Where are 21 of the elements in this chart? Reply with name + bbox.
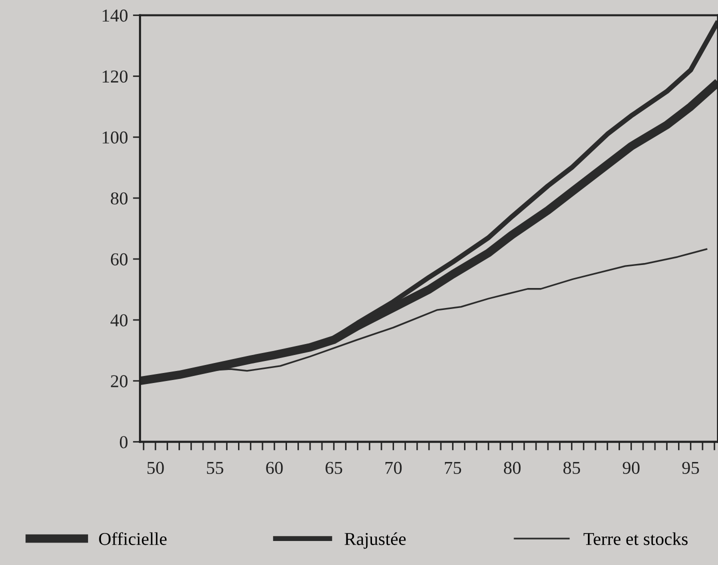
x-tick-label: 65 — [326, 462, 342, 474]
x-tick-label: 80 — [504, 462, 521, 474]
x-tick-label: 50 — [147, 462, 164, 474]
y-tick-label: 140 — [102, 10, 128, 22]
legend-label: Terre et stocks — [584, 532, 688, 546]
x-tick-label: 95 — [682, 462, 699, 474]
y-tick-label: 40 — [110, 314, 128, 326]
y-tick-label: 20 — [110, 375, 128, 388]
x-tick-label: 60 — [266, 462, 283, 474]
legend-label: Rajustée — [344, 532, 406, 549]
x-tick-label: 85 — [563, 462, 580, 474]
x-tick-label: 90 — [622, 462, 640, 474]
y-tick-label: 60 — [110, 253, 128, 266]
x-tick-label: 55 — [206, 462, 224, 474]
y-tick-label: 100 — [102, 131, 128, 144]
legend-label: Officielle — [99, 532, 167, 546]
x-tick-label: 75 — [444, 462, 462, 474]
y-tick-label: 0 — [120, 436, 128, 448]
y-tick-label: 80 — [110, 192, 128, 205]
y-tick-label: 120 — [102, 70, 128, 83]
x-tick-label: 70 — [385, 462, 402, 474]
